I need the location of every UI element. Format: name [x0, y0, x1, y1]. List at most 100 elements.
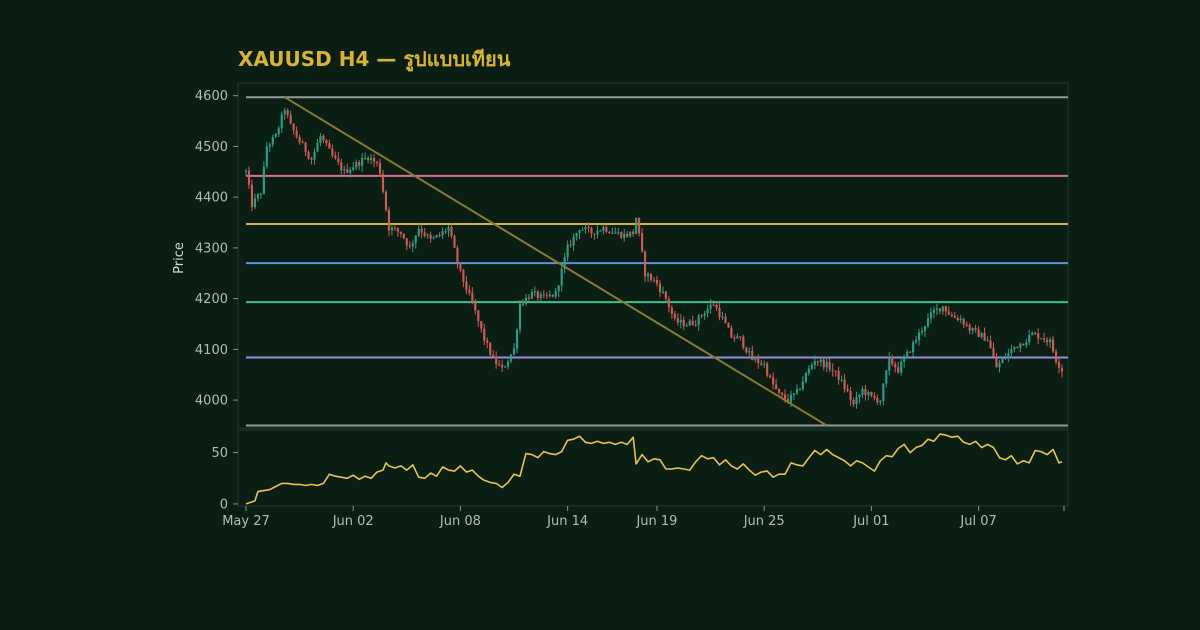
- candle-body: [277, 128, 280, 135]
- candle-body: [358, 162, 361, 166]
- candle-body: [453, 235, 456, 248]
- candle-body: [760, 363, 763, 365]
- candle-body: [343, 169, 346, 171]
- candle-body: [560, 268, 563, 286]
- candle-body: [926, 318, 930, 326]
- candle-body: [405, 238, 408, 246]
- candle-body: [789, 394, 793, 403]
- candle-body: [989, 340, 992, 348]
- candle-body: [649, 273, 653, 280]
- candle-body: [1046, 339, 1049, 343]
- candle-body: [1025, 342, 1028, 346]
- candle-body: [280, 114, 283, 129]
- candle-body: [283, 110, 286, 115]
- candle-body: [1037, 333, 1040, 339]
- candle-body: [325, 140, 328, 144]
- candle-body: [736, 336, 739, 339]
- candle-body: [786, 399, 790, 403]
- candle-body: [521, 303, 525, 305]
- candle-body: [259, 193, 262, 195]
- candle-body: [900, 361, 903, 373]
- candle-body: [932, 309, 936, 313]
- candle-body: [289, 114, 292, 124]
- candle-body: [1054, 351, 1058, 363]
- candle-body: [697, 315, 700, 325]
- candle-body: [1022, 343, 1025, 346]
- candle-body: [641, 233, 644, 252]
- candle-body: [462, 269, 465, 282]
- candle-body: [304, 142, 307, 152]
- candle-body: [581, 229, 584, 231]
- candle-body: [1051, 339, 1055, 352]
- candle-body: [813, 361, 816, 366]
- candle-body: [685, 325, 688, 327]
- candle-body: [646, 273, 650, 277]
- candle-body: [584, 227, 587, 230]
- candle-body: [599, 230, 602, 232]
- candle-body: [417, 228, 420, 236]
- candle-body: [352, 167, 355, 170]
- candle-body: [408, 245, 411, 247]
- candle-body: [557, 285, 560, 292]
- indicator-panel: 0 50: [211, 429, 1069, 512]
- candle-body: [590, 227, 593, 234]
- candle-body: [295, 130, 298, 137]
- candle-body: [885, 370, 888, 384]
- candle-body: [923, 325, 927, 332]
- price-tick-label: 4100: [195, 343, 228, 358]
- indicator-line: [245, 433, 1063, 505]
- candle-body: [265, 146, 268, 167]
- candle-body: [694, 324, 697, 326]
- price-tick-label: 4000: [195, 394, 228, 409]
- candle-body: [757, 358, 760, 364]
- candle-body: [1049, 339, 1052, 343]
- candle-body: [703, 313, 706, 316]
- candle-body: [611, 232, 614, 234]
- candle-body: [554, 291, 557, 297]
- candle-body: [795, 388, 799, 394]
- candle-body: [763, 363, 766, 365]
- candle-body: [286, 110, 289, 115]
- candle-body: [578, 230, 581, 233]
- candle-body: [861, 388, 864, 395]
- candle-body: [444, 231, 447, 233]
- candle-body: [602, 226, 605, 231]
- candle-body: [745, 347, 748, 353]
- candle-body: [754, 358, 757, 361]
- candle-body: [906, 351, 909, 358]
- candle-body: [608, 231, 611, 234]
- candle-body: [247, 170, 251, 185]
- chart-title: XAUUSD H4 — รูปแบบเทียน: [238, 47, 511, 73]
- candle-body: [498, 364, 501, 366]
- candle-body: [533, 291, 536, 293]
- candle-body: [438, 234, 441, 236]
- x-tick-label: Jun 14: [546, 514, 588, 529]
- candle-body: [492, 354, 495, 357]
- candle-body: [1043, 338, 1046, 340]
- candle-body: [307, 151, 310, 159]
- candle-body: [992, 347, 995, 357]
- candle-body: [292, 123, 295, 131]
- candle-body: [920, 331, 924, 333]
- candle-body: [673, 313, 676, 319]
- candle-body: [372, 158, 376, 162]
- candle-body: [831, 369, 834, 371]
- candle-body: [539, 294, 542, 298]
- candle-body: [825, 361, 828, 368]
- candle-body: [980, 332, 983, 337]
- candle-body: [319, 135, 322, 144]
- candle-body: [1013, 346, 1016, 350]
- candle-body: [504, 366, 507, 368]
- candle-body: [974, 328, 977, 330]
- candle-body: [623, 233, 626, 238]
- candle-body: [456, 247, 459, 263]
- candle-body: [1057, 362, 1061, 368]
- candle-body: [340, 162, 343, 171]
- candle-body: [971, 328, 974, 331]
- candle-body: [816, 361, 819, 363]
- candle-body: [706, 308, 709, 314]
- candle-body: [727, 323, 730, 328]
- candle-body: [846, 388, 849, 392]
- candle-body: [435, 234, 438, 238]
- candle-body: [530, 291, 533, 299]
